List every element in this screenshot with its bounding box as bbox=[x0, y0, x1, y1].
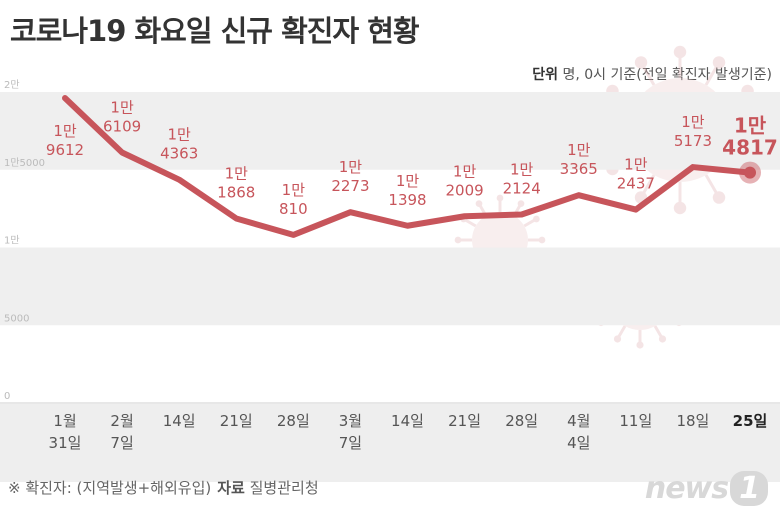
data-label: 1만 1868 bbox=[217, 164, 255, 201]
x-axis: 1월 31일 2월 7일 14일 21일 28일 3월 7일 14일 21일 28일 4월 4일 11일 18… bbox=[49, 412, 768, 452]
news1-logo: news 1 bbox=[645, 471, 768, 506]
x-tick-label: 21일 bbox=[220, 412, 253, 430]
band-5000-10000 bbox=[0, 247, 780, 326]
logo-text: news bbox=[644, 471, 729, 506]
source-label: 자료 bbox=[217, 479, 245, 497]
y-axis: 0 5000 1만 1만5000 2만 bbox=[4, 79, 45, 402]
x-axis-band bbox=[0, 404, 780, 482]
unit-note: 단위 명, 0시 기준(전일 확진자 발생기준) bbox=[532, 64, 772, 84]
x-tick-label: 1월 31일 bbox=[49, 412, 82, 452]
source-name: 질병관리청 bbox=[249, 479, 319, 497]
x-tick-label: 25일 bbox=[733, 412, 768, 430]
data-label: 1만 4817 bbox=[722, 114, 778, 160]
x-tick-label: 4월 4일 bbox=[567, 412, 590, 452]
data-label: 1만 810 bbox=[279, 181, 308, 218]
data-label: 1만 2009 bbox=[445, 162, 483, 199]
unit-label: 단위 bbox=[532, 67, 559, 83]
logo-number: 1 bbox=[730, 471, 768, 506]
y-tick-label: 1만5000 bbox=[4, 157, 45, 169]
y-tick-label: 5000 bbox=[4, 313, 29, 324]
data-label: 1만 5173 bbox=[674, 113, 712, 150]
x-tick-label: 18일 bbox=[676, 412, 709, 430]
y-tick-label: 2만 bbox=[4, 79, 20, 91]
footnote: ※ 확진자: (지역발생+해외유입) 자료 질병관리청 bbox=[8, 477, 319, 498]
x-tick-label: 14일 bbox=[163, 412, 196, 430]
series-line bbox=[62, 95, 753, 238]
data-label: 1만 4363 bbox=[160, 126, 198, 163]
data-label: 1만 2437 bbox=[617, 156, 655, 193]
y-tick-label: 0 bbox=[4, 391, 10, 402]
data-label: 1만 1398 bbox=[388, 172, 426, 209]
x-tick-label: 21일 bbox=[448, 412, 481, 430]
highlight-point bbox=[744, 166, 756, 179]
x-tick-label: 3월 7일 bbox=[339, 412, 362, 452]
x-tick-label: 28일 bbox=[505, 412, 538, 430]
x-tick-label: 11일 bbox=[619, 412, 652, 430]
x-tick-label: 14일 bbox=[391, 412, 424, 430]
data-label: 1만 6109 bbox=[103, 99, 141, 136]
series-line-group bbox=[62, 95, 761, 238]
data-label-group: 1만 9612 1만 6109 1만 4363 1만 1868 1만 810 1만 2273 1만 139… bbox=[46, 99, 778, 218]
x-tick-label: 2월 7일 bbox=[110, 412, 133, 452]
x-tick-label: 28일 bbox=[277, 412, 310, 430]
data-label: 1만 9612 bbox=[46, 122, 84, 159]
y-tick-label: 1만 bbox=[4, 235, 20, 247]
data-label: 1만 2273 bbox=[331, 158, 369, 195]
unit-text: 명, 0시 기준(전일 확진자 발생기준) bbox=[562, 67, 772, 83]
data-label: 1만 2124 bbox=[503, 160, 541, 197]
data-label: 1만 3365 bbox=[560, 141, 598, 178]
footnote-note: ※ 확진자: (지역발생+해외유입) bbox=[8, 479, 212, 497]
page-title: 코로나19 화요일 신규 확진자 현황 bbox=[10, 14, 420, 48]
